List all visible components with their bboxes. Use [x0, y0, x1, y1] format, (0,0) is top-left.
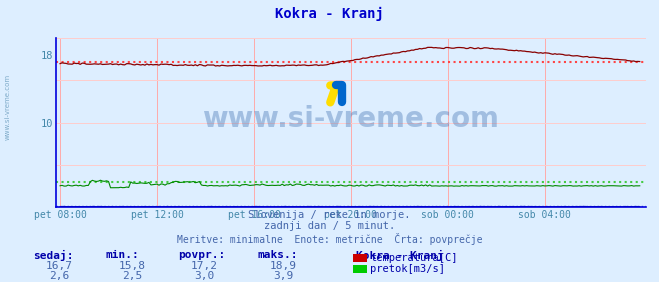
Text: 18,9: 18,9: [270, 261, 297, 271]
Text: 15,8: 15,8: [119, 261, 145, 271]
Text: 3,0: 3,0: [194, 271, 214, 281]
Text: min.:: min.:: [105, 250, 139, 259]
Text: pretok[m3/s]: pretok[m3/s]: [370, 264, 445, 274]
Text: sedaj:: sedaj:: [33, 250, 73, 261]
Text: Kokra - Kranj: Kokra - Kranj: [356, 250, 444, 261]
Text: www.si-vreme.com: www.si-vreme.com: [5, 74, 11, 140]
Text: zadnji dan / 5 minut.: zadnji dan / 5 minut.: [264, 221, 395, 231]
Text: 16,7: 16,7: [46, 261, 72, 271]
Text: Slovenija / reke in morje.: Slovenija / reke in morje.: [248, 210, 411, 220]
Text: 2,5: 2,5: [122, 271, 142, 281]
Text: Kokra - Kranj: Kokra - Kranj: [275, 7, 384, 21]
Text: Meritve: minimalne  Enote: metrične  Črta: povprečje: Meritve: minimalne Enote: metrične Črta:…: [177, 233, 482, 245]
Text: temperatura[C]: temperatura[C]: [370, 253, 458, 263]
Text: 17,2: 17,2: [191, 261, 217, 271]
Text: povpr.:: povpr.:: [178, 250, 225, 259]
Text: 3,9: 3,9: [273, 271, 293, 281]
Text: maks.:: maks.:: [257, 250, 297, 259]
Text: www.si-vreme.com: www.si-vreme.com: [202, 105, 500, 133]
Text: 2,6: 2,6: [49, 271, 69, 281]
